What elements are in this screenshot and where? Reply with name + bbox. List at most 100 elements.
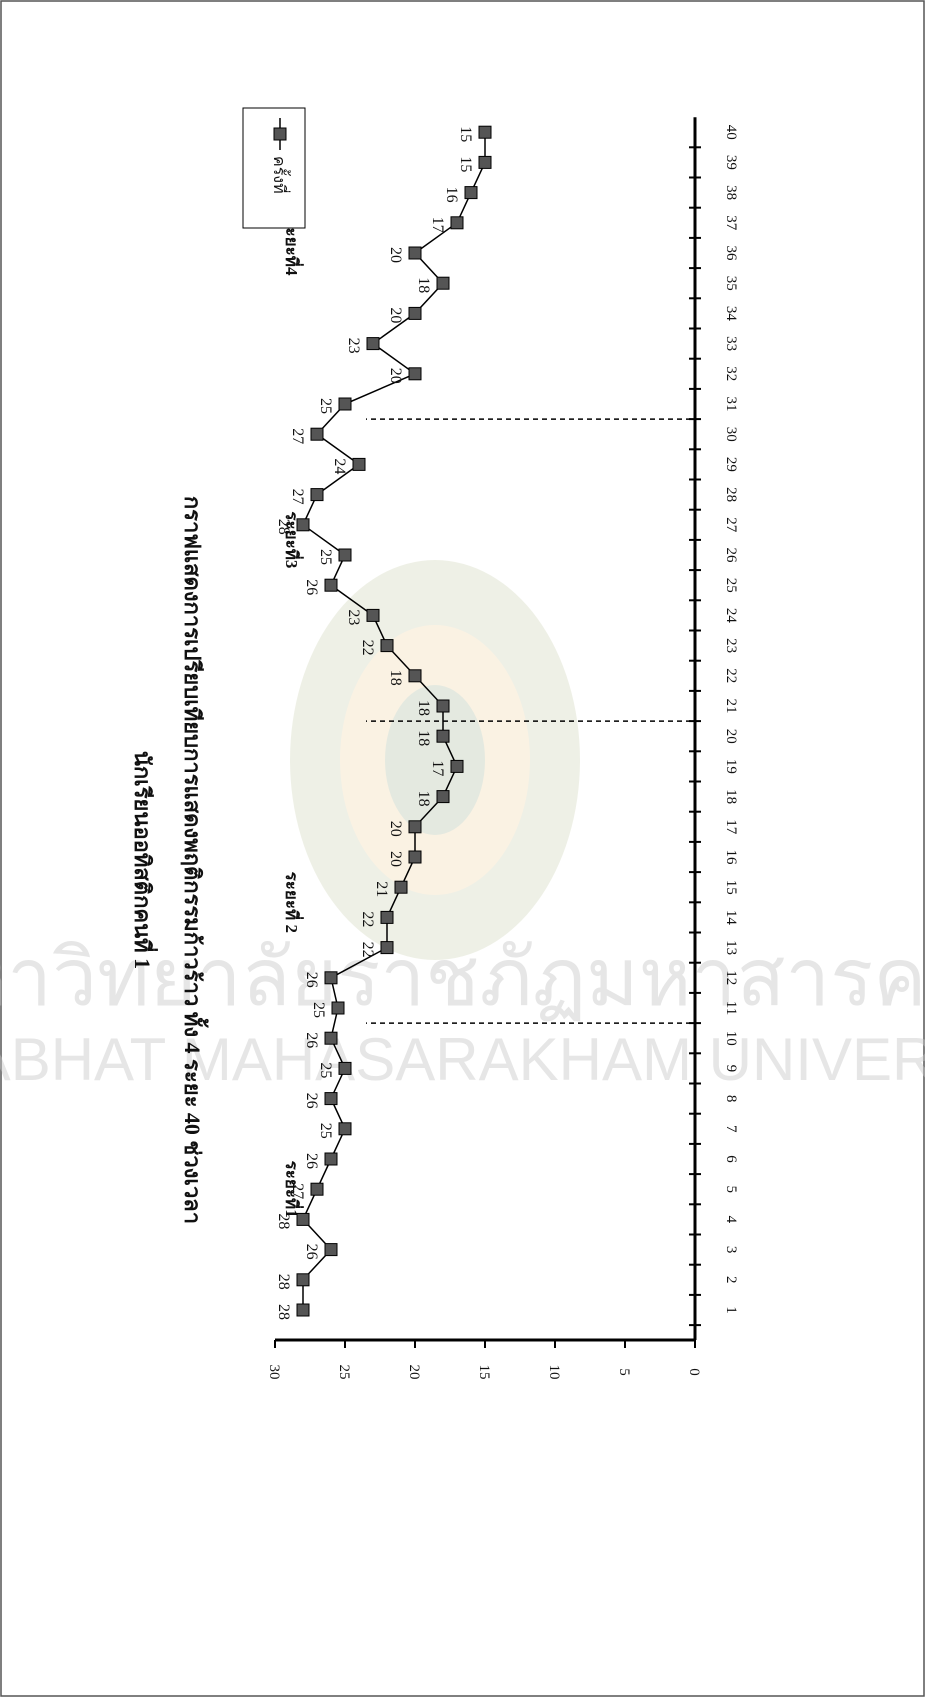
data-label: 20 bbox=[387, 821, 404, 837]
data-point bbox=[296, 1212, 310, 1226]
data-label: 27 bbox=[289, 1183, 306, 1199]
emblem-core bbox=[385, 685, 485, 835]
x-tick-label: 27 bbox=[723, 517, 739, 533]
data-label: 17 bbox=[429, 760, 446, 776]
data-point bbox=[366, 608, 380, 622]
data-label: 27 bbox=[289, 489, 306, 505]
x-tick-label: 18 bbox=[723, 789, 739, 804]
data-label: 26 bbox=[303, 1093, 320, 1109]
data-point bbox=[310, 1182, 324, 1196]
x-tick-label: 2 bbox=[723, 1276, 739, 1284]
x-tick-label: 30 bbox=[723, 427, 739, 442]
data-label: 23 bbox=[345, 609, 362, 625]
x-tick-label: 28 bbox=[723, 487, 739, 502]
data-label: 20 bbox=[387, 247, 404, 263]
legend-marker bbox=[273, 127, 287, 141]
x-tick-label: 13 bbox=[723, 940, 739, 955]
x-tick-label: 35 bbox=[723, 276, 739, 291]
x-tick-label: 20 bbox=[723, 729, 739, 744]
data-label: 26 bbox=[303, 579, 320, 595]
data-label: 25 bbox=[317, 1123, 334, 1139]
x-tick-label: 14 bbox=[723, 910, 739, 926]
data-label: 26 bbox=[303, 1153, 320, 1169]
data-point bbox=[310, 488, 324, 502]
axes: 0510152025301234567891011121314151617181… bbox=[266, 117, 739, 1380]
x-tick-label: 24 bbox=[723, 608, 739, 624]
x-tick-label: 17 bbox=[723, 819, 739, 835]
x-tick-label: 16 bbox=[723, 850, 739, 866]
data-label: 20 bbox=[387, 851, 404, 867]
data-label: 28 bbox=[275, 1213, 292, 1229]
data-label: 18 bbox=[415, 277, 432, 293]
data-point bbox=[408, 306, 422, 320]
data-label: 18 bbox=[415, 791, 432, 807]
data-point bbox=[450, 216, 464, 230]
data-point bbox=[338, 1122, 352, 1136]
data-point bbox=[380, 639, 394, 653]
data-point bbox=[296, 1303, 310, 1317]
y-tick-label: 25 bbox=[336, 1365, 352, 1380]
watermark-thai: มหาวิทยาลัยราชภัฏมหาสารคาม bbox=[0, 931, 925, 1024]
data-point bbox=[296, 1273, 310, 1287]
x-tick-label: 37 bbox=[723, 215, 739, 231]
phase-label: ระยะที่1 bbox=[282, 1161, 304, 1218]
phase-dividers bbox=[366, 418, 691, 1024]
data-label: 28 bbox=[275, 519, 292, 535]
data-label: 23 bbox=[345, 338, 362, 354]
legend-label: ครั้งที่ bbox=[270, 156, 291, 194]
x-tick-label: 4 bbox=[723, 1216, 739, 1224]
data-point bbox=[338, 1061, 352, 1075]
emblem-outer bbox=[290, 560, 580, 960]
x-tick-label: 26 bbox=[723, 548, 739, 564]
y-tick-label: 20 bbox=[406, 1365, 422, 1380]
y-tick-label: 10 bbox=[546, 1365, 562, 1380]
x-tick-label: 29 bbox=[723, 457, 739, 472]
legend-box bbox=[242, 107, 306, 229]
data-label: 18 bbox=[415, 700, 432, 716]
x-tick-label: 34 bbox=[723, 306, 739, 322]
x-tick-label: 38 bbox=[723, 185, 739, 200]
data-point bbox=[296, 518, 310, 532]
data-label: 26 bbox=[303, 1244, 320, 1260]
chart-subtitle: กราฟแสดงการเปรียบเทียบการแสดงพฤติกรรมก้า… bbox=[180, 496, 209, 1224]
chart-title: นักเรียนออทิสติกคนที่ 1 bbox=[130, 751, 159, 969]
data-point bbox=[310, 427, 324, 441]
data-label: 16 bbox=[443, 187, 460, 203]
data-label: 28 bbox=[275, 1274, 292, 1290]
data-point bbox=[380, 941, 394, 955]
data-label: 26 bbox=[303, 972, 320, 988]
data-point bbox=[394, 880, 408, 894]
data-label: 21 bbox=[373, 881, 390, 897]
watermark-english: RAJABHAT MAHASARAKHAM UNIVERSITY bbox=[0, 1026, 925, 1093]
data-point bbox=[436, 276, 450, 290]
data-point bbox=[408, 246, 422, 260]
data-point bbox=[338, 548, 352, 562]
y-tick-label: 30 bbox=[266, 1365, 282, 1380]
data-label: 25 bbox=[317, 549, 334, 565]
emblem-watermark bbox=[290, 560, 580, 960]
x-tick-label: 9 bbox=[723, 1065, 739, 1073]
x-tick-label: 8 bbox=[723, 1095, 739, 1103]
x-tick-label: 39 bbox=[723, 155, 739, 170]
data-label: 22 bbox=[359, 911, 376, 927]
x-tick-label: 1 bbox=[723, 1306, 739, 1314]
data-label: 25 bbox=[317, 398, 334, 414]
data-point bbox=[436, 699, 450, 713]
data-point bbox=[464, 186, 478, 200]
data-series bbox=[296, 125, 492, 1317]
x-tick-label: 33 bbox=[723, 336, 739, 351]
data-point bbox=[366, 337, 380, 351]
data-point bbox=[478, 155, 492, 169]
data-point bbox=[408, 669, 422, 683]
data-point bbox=[338, 397, 352, 411]
data-point bbox=[324, 1243, 338, 1257]
x-tick-label: 5 bbox=[723, 1185, 739, 1193]
y-tick-label: 5 bbox=[616, 1368, 632, 1376]
data-label: 24 bbox=[331, 458, 348, 474]
data-label: 26 bbox=[303, 1032, 320, 1048]
data-labels: 28 28 26 28 27 26 25 26 25 26 25 26 22 22 21 20 20 18 17 18… bbox=[275, 126, 474, 1320]
x-tick-label: 6 bbox=[723, 1155, 739, 1163]
